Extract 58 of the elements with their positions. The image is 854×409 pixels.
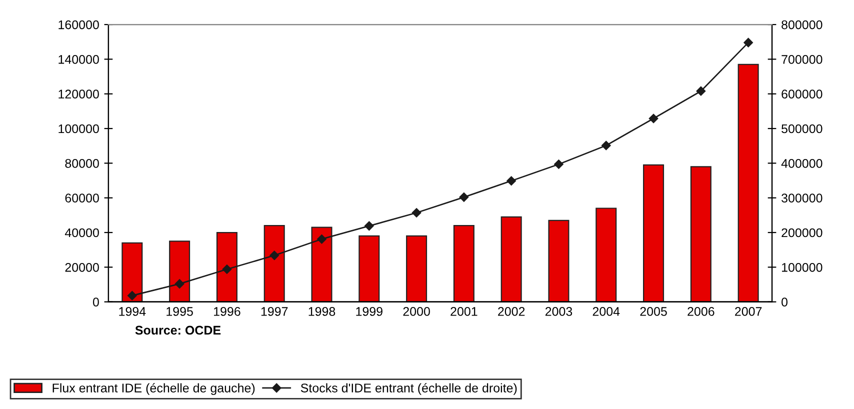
y2-tick-label: 600000 [782, 90, 822, 99]
y2-tick-label: 800000 [782, 20, 822, 30]
x-tick-label: 2004 [592, 307, 620, 316]
bar [453, 225, 474, 302]
point [270, 250, 279, 260]
x-tick-label: 2006 [688, 307, 714, 316]
y-tick-label: 0 [92, 298, 99, 306]
bar [643, 164, 664, 302]
bar [738, 64, 759, 302]
point [174, 279, 184, 288]
bar [690, 166, 712, 302]
y-tick-label: 80000 [65, 158, 99, 168]
y2-tick-label: 300000 [782, 194, 822, 203]
y-tick-label: 160000 [58, 20, 99, 30]
point [412, 208, 422, 218]
bar [548, 220, 570, 302]
legend-label: Stocks d'IDE entrant (échelle de droite) [300, 383, 517, 395]
x-tick-label: 1994 [119, 307, 146, 316]
x-tick-label: 2001 [450, 307, 478, 316]
x-tick-label: 1998 [308, 307, 336, 316]
point [459, 192, 469, 202]
y-tick-label: 20000 [65, 262, 99, 272]
point [744, 38, 753, 48]
x-tick-label: 1999 [356, 307, 382, 316]
y2-tick-label: 500000 [782, 124, 822, 134]
source-note: Source: OCDE [135, 326, 221, 335]
bar [596, 208, 617, 302]
y2-tick-label: 400000 [781, 158, 822, 168]
y-tick-label: 120000 [58, 90, 99, 99]
y-tick-label: 60000 [65, 194, 99, 203]
y-tick-label: 100000 [58, 124, 99, 134]
x-tick-label: 2002 [498, 307, 525, 316]
x-tick-label: 2003 [545, 307, 572, 316]
point [506, 176, 516, 186]
point [602, 140, 611, 150]
x-tick-label: 2007 [735, 307, 762, 316]
y2-tick-label: 700000 [782, 55, 822, 64]
point [554, 160, 564, 169]
bar [500, 216, 522, 302]
point [648, 114, 658, 124]
x-tick-label: 2005 [640, 307, 667, 316]
legend-label: Flux entrant IDE (échelle de gauche) [52, 383, 255, 395]
x-tick-label: 1997 [261, 307, 288, 316]
x-tick-label: 2000 [403, 307, 430, 316]
point [364, 221, 374, 231]
y2-tick-label: 0 [782, 298, 788, 306]
x-tick-label: 1996 [214, 307, 240, 316]
y2-tick-label: 200000 [782, 228, 822, 238]
point [128, 290, 137, 300]
y-tick-label: 140000 [58, 55, 99, 64]
y-tick-label: 40000 [64, 228, 99, 238]
point [317, 234, 326, 244]
y2-tick-label: 100000 [782, 262, 822, 272]
bar [406, 235, 428, 302]
point [696, 86, 706, 96]
bar [358, 235, 380, 302]
x-tick-label: 1995 [166, 307, 193, 316]
point [222, 264, 232, 274]
